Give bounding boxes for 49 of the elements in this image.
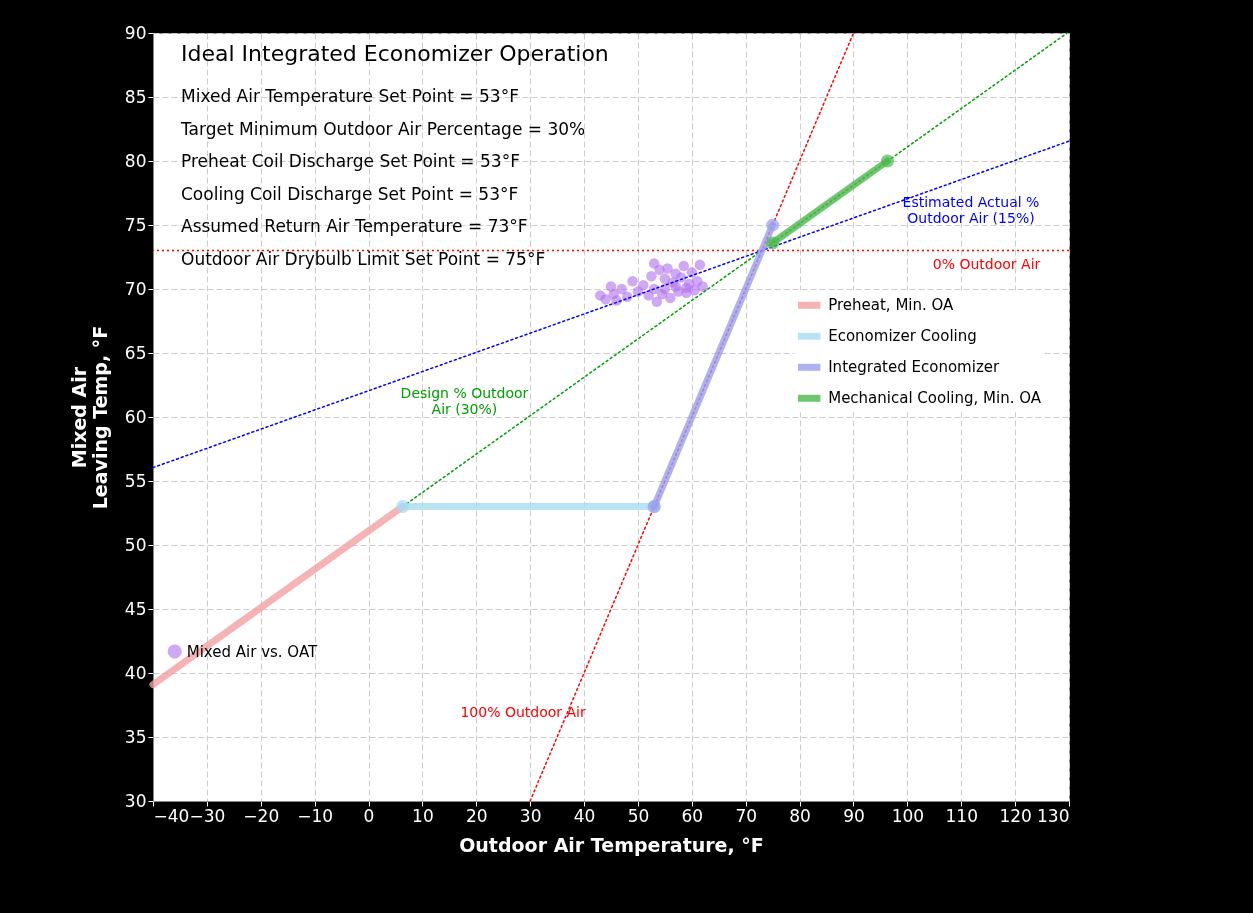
x-tick-label: 130 xyxy=(1037,805,1070,826)
x-tick-label: −10 xyxy=(297,805,334,826)
y-tick-label: 35 xyxy=(124,726,147,747)
y-tick-label: 30 xyxy=(124,790,147,811)
x-tick-label: 70 xyxy=(735,805,758,826)
y-tick-label: 85 xyxy=(124,86,147,107)
annotation: Estimated Actual % Outdoor Air (15%) xyxy=(902,194,1040,227)
x-tick-label: 30 xyxy=(519,805,542,826)
x-tick-label: 10 xyxy=(412,805,434,826)
x-tick-label: 0 xyxy=(363,805,375,826)
legend-label: Preheat, Min. OA xyxy=(828,296,955,315)
annotation: Cooling Coil Discharge Set Point = 53°F xyxy=(181,183,519,204)
x-tick-label: −40 xyxy=(153,805,190,826)
x-tick-label: 60 xyxy=(681,805,704,826)
annotation: Assumed Return Air Temperature = 73°F xyxy=(181,216,528,236)
annotation: Mixed Air Temperature Set Point = 53°F xyxy=(181,86,519,106)
y-tick-label: 40 xyxy=(124,662,147,683)
x-axis-title: Outdoor Air Temperature, °F xyxy=(459,833,764,856)
x-tick-label: 50 xyxy=(627,805,650,826)
legend-label: Integrated Economizer xyxy=(828,358,1000,377)
y-axis-title: Mixed Air Leaving Temp, °F xyxy=(67,325,111,510)
y-tick-label: 75 xyxy=(124,214,147,235)
x-tick-label: 100 xyxy=(891,805,925,826)
y-tick-label: 90 xyxy=(124,22,147,43)
x-tick-label: 80 xyxy=(789,805,811,826)
x-tick-label: 40 xyxy=(573,805,596,826)
y-tick-label: 65 xyxy=(124,342,147,363)
legend-label: Mechanical Cooling, Min. OA xyxy=(828,389,1042,408)
annotation: Target Minimum Outdoor Air Percentage = 30% xyxy=(180,118,586,139)
y-tick-label: 50 xyxy=(124,534,147,555)
annotation: Outdoor Air Drybulb Limit Set Point = 75°F xyxy=(181,248,546,269)
x-tick-label: −20 xyxy=(243,805,280,826)
y-tick-label: 55 xyxy=(124,470,147,491)
chart-title: Ideal Integrated Economizer Operation xyxy=(181,41,609,66)
y-tick-label: 45 xyxy=(124,598,147,619)
annotation: Preheat Coil Discharge Set Point = 53°F xyxy=(181,151,520,171)
legend-label: Mixed Air vs. OAT xyxy=(186,642,319,661)
x-tick-label: 20 xyxy=(465,805,488,826)
x-tick-label: 90 xyxy=(843,805,865,826)
annotation: Design % Outdoor Air (30%) xyxy=(400,384,529,417)
annotation: 100% Outdoor Air xyxy=(460,703,586,720)
x-tick-label: −30 xyxy=(189,805,226,826)
y-tick-label: 60 xyxy=(124,406,147,427)
legend-label: Economizer Cooling xyxy=(828,327,977,346)
annotation: 0% Outdoor Air xyxy=(932,255,1041,272)
x-tick-label: 120 xyxy=(999,805,1032,826)
y-tick-label: 80 xyxy=(124,150,147,171)
y-tick-label: 70 xyxy=(124,278,147,299)
x-tick-label: 110 xyxy=(945,805,978,826)
